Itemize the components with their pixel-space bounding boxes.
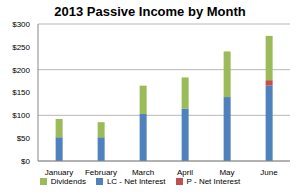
html-text:2013 Passive Income by Month: 2013 Passive Income by Month — [54, 4, 246, 19]
svg-text:$100: $100 — [12, 111, 30, 120]
html-text:LC - Net Interest: LC - Net Interest — [106, 177, 166, 186]
svg-text:$250: $250 — [12, 43, 30, 52]
svg-text:June: June — [260, 168, 278, 177]
svg-text:April: April — [177, 168, 193, 177]
html-text:P - Net Interest: P - Net Interest — [186, 177, 241, 186]
html-text:Dividends: Dividends — [50, 177, 86, 186]
svg-text:March: March — [132, 168, 154, 177]
svg-text:January: January — [45, 168, 73, 177]
svg-text:$300: $300 — [12, 20, 30, 29]
svg-text:$150: $150 — [12, 88, 30, 97]
svg-text:$200: $200 — [12, 66, 30, 75]
svg-text:$0: $0 — [21, 157, 30, 166]
svg-text:May: May — [219, 168, 234, 177]
svg-text:February: February — [85, 168, 117, 177]
svg-text:$50: $50 — [17, 134, 31, 143]
